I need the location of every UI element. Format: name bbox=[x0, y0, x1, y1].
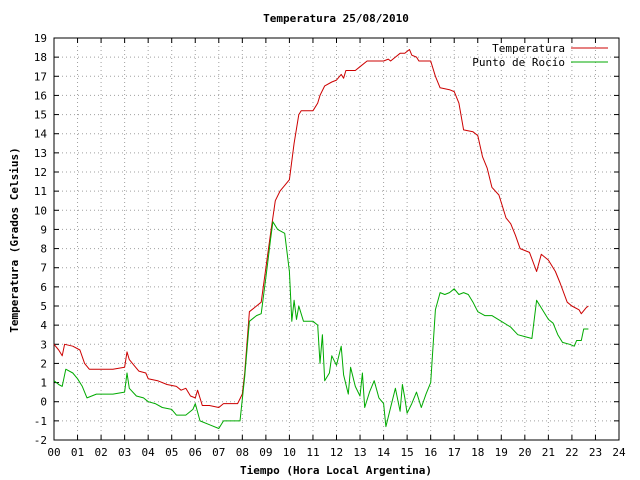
y-tick-label: 16 bbox=[34, 89, 47, 102]
x-tick-label: 19 bbox=[495, 446, 508, 459]
x-tick-label: 04 bbox=[142, 446, 156, 459]
y-tick-label: 8 bbox=[40, 243, 47, 256]
series-line bbox=[53, 221, 589, 429]
x-tick-label: 24 bbox=[612, 446, 626, 459]
y-tick-label: 15 bbox=[34, 109, 47, 122]
x-tick-label: 10 bbox=[283, 446, 296, 459]
y-tick-label: 7 bbox=[40, 262, 47, 275]
x-tick-label: 23 bbox=[589, 446, 602, 459]
x-axis-label: Tiempo (Hora Local Argentina) bbox=[240, 464, 432, 477]
x-tick-label: 08 bbox=[236, 446, 249, 459]
x-tick-label: 06 bbox=[189, 446, 202, 459]
x-tick-label: 21 bbox=[542, 446, 555, 459]
x-tick-label: 09 bbox=[259, 446, 272, 459]
y-tick-label: 1 bbox=[40, 377, 47, 390]
series-layer bbox=[53, 49, 589, 429]
y-tick-label: 13 bbox=[34, 147, 47, 160]
x-axis: 00 01 02 03 04 05 06 07 08 09 10 11 12 13 14 15 16 17 18 19… bbox=[47, 38, 626, 459]
y-tick-label: 14 bbox=[34, 128, 48, 141]
series-line bbox=[53, 49, 589, 408]
chart-title: Temperatura 25/08/2010 bbox=[263, 12, 409, 25]
y-tick-label: 0 bbox=[40, 396, 47, 409]
y-tick-label: 9 bbox=[40, 223, 47, 236]
y-tick-label: -2 bbox=[34, 434, 47, 447]
x-tick-label: 02 bbox=[94, 446, 107, 459]
y-tick-label: 10 bbox=[34, 204, 47, 217]
x-tick-label: 16 bbox=[424, 446, 437, 459]
x-tick-label: 15 bbox=[401, 446, 414, 459]
y-tick-label: 17 bbox=[34, 70, 47, 83]
y-tick-label: 11 bbox=[34, 185, 47, 198]
y-tick-label: 6 bbox=[40, 281, 47, 294]
legend-label: Punto de Rocío bbox=[472, 56, 565, 69]
y-axis-label: Temperatura (Grados Celsius) bbox=[8, 147, 21, 332]
y-tick-label: 18 bbox=[34, 51, 47, 64]
y-tick-label: 2 bbox=[40, 357, 47, 370]
x-tick-label: 17 bbox=[448, 446, 461, 459]
y-tick-label: 19 bbox=[34, 32, 47, 45]
x-tick-label: 22 bbox=[565, 446, 578, 459]
y-tick-label: 5 bbox=[40, 300, 47, 313]
x-tick-label: 20 bbox=[518, 446, 531, 459]
y-tick-label: 4 bbox=[40, 319, 47, 332]
x-tick-label: 13 bbox=[353, 446, 366, 459]
x-tick-label: 05 bbox=[165, 446, 178, 459]
x-tick-label: 18 bbox=[471, 446, 484, 459]
x-tick-label: 11 bbox=[306, 446, 319, 459]
y-tick-label: -1 bbox=[34, 415, 47, 428]
x-tick-label: 14 bbox=[377, 446, 391, 459]
x-tick-label: 07 bbox=[212, 446, 225, 459]
y-tick-label: 3 bbox=[40, 338, 47, 351]
x-tick-label: 12 bbox=[330, 446, 343, 459]
grid bbox=[54, 38, 619, 440]
x-tick-label: 01 bbox=[71, 446, 84, 459]
y-tick-label: 12 bbox=[34, 166, 47, 179]
x-tick-label: 00 bbox=[47, 446, 60, 459]
x-tick-label: 03 bbox=[118, 446, 131, 459]
legend-label: Temperatura bbox=[492, 42, 565, 55]
